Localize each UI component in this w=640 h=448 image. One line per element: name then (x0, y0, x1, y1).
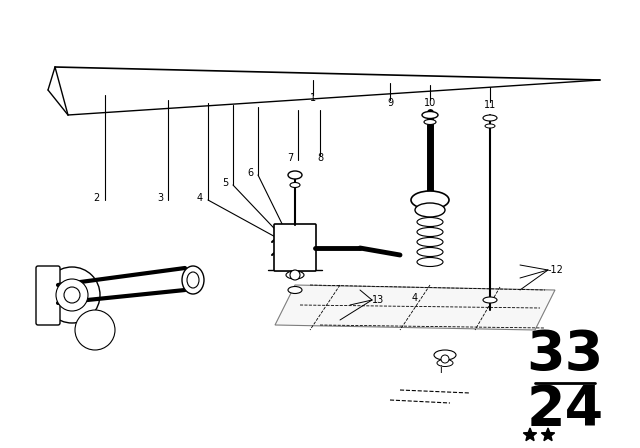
Text: -12: -12 (548, 265, 564, 275)
Text: 6: 6 (247, 168, 253, 178)
Text: 4: 4 (197, 193, 203, 203)
Circle shape (56, 279, 88, 311)
Text: 24: 24 (527, 383, 604, 437)
Text: 8: 8 (317, 153, 323, 163)
FancyBboxPatch shape (274, 224, 316, 271)
Ellipse shape (182, 266, 204, 294)
Ellipse shape (187, 272, 199, 288)
Ellipse shape (417, 247, 443, 257)
FancyBboxPatch shape (36, 266, 60, 325)
Text: 2: 2 (93, 193, 100, 203)
Circle shape (441, 355, 449, 363)
Ellipse shape (415, 203, 445, 217)
Ellipse shape (437, 359, 453, 366)
Ellipse shape (485, 124, 495, 128)
Ellipse shape (288, 287, 302, 293)
Text: 9: 9 (387, 98, 393, 108)
Circle shape (75, 310, 115, 350)
Text: 3: 3 (157, 193, 163, 203)
Circle shape (64, 287, 80, 303)
Ellipse shape (422, 112, 438, 119)
Text: 5: 5 (221, 178, 228, 188)
Ellipse shape (483, 297, 497, 303)
Circle shape (44, 267, 100, 323)
Polygon shape (541, 428, 555, 441)
Text: 11: 11 (484, 100, 496, 110)
Ellipse shape (417, 258, 443, 267)
Text: i: i (438, 365, 442, 375)
Ellipse shape (286, 271, 304, 279)
Ellipse shape (417, 217, 443, 227)
Ellipse shape (288, 171, 302, 179)
Ellipse shape (434, 350, 456, 360)
Ellipse shape (483, 115, 497, 121)
Circle shape (290, 270, 300, 280)
Text: 4: 4 (412, 293, 418, 303)
Text: 33: 33 (526, 328, 604, 382)
Ellipse shape (424, 120, 436, 125)
Ellipse shape (417, 237, 443, 246)
Polygon shape (524, 428, 537, 441)
Text: 10: 10 (424, 98, 436, 108)
Ellipse shape (290, 182, 300, 188)
Polygon shape (275, 285, 555, 330)
Ellipse shape (411, 191, 449, 209)
Text: 13: 13 (372, 295, 384, 305)
Text: 1: 1 (310, 93, 316, 103)
Text: 7: 7 (287, 153, 293, 163)
Ellipse shape (417, 228, 443, 237)
